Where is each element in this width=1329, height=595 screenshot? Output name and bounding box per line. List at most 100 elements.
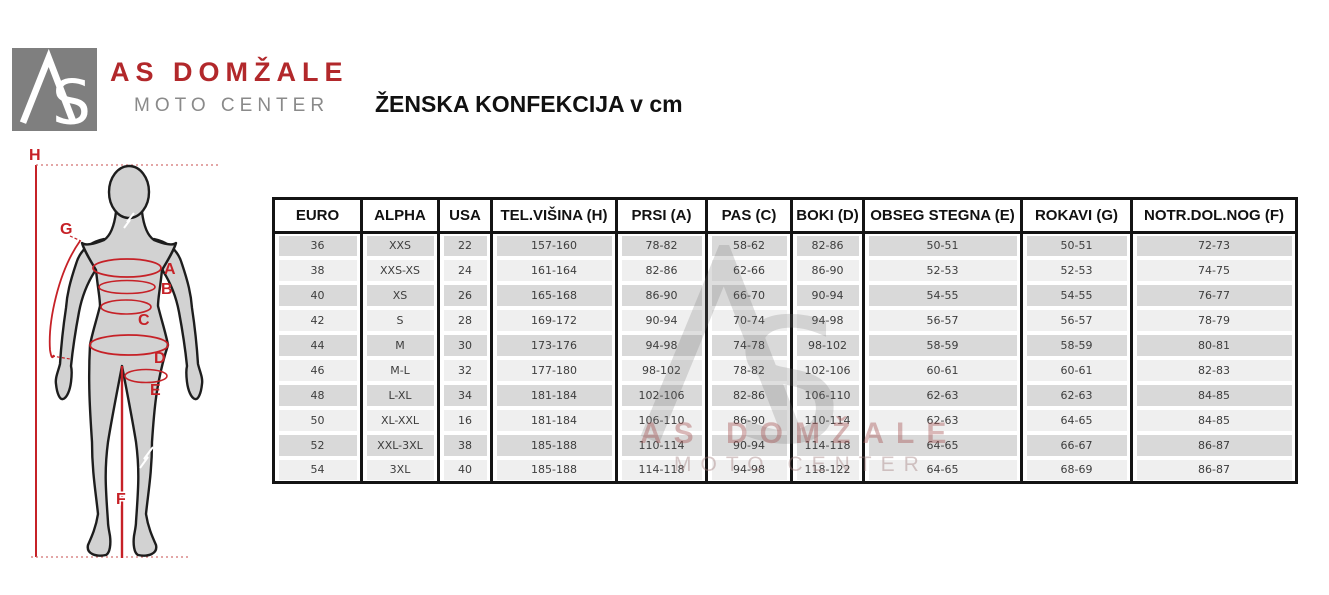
table-cell: 102-106 — [615, 382, 708, 408]
size-table-head: EURO ALPHA USA TEL.VIŠINA (H) PRSI (A) P… — [272, 197, 1298, 234]
chest-ellipse — [92, 258, 162, 278]
table-cell: 110-114 — [615, 432, 708, 458]
logo-a-shape — [19, 48, 77, 124]
table-cell: 3XL — [360, 457, 440, 483]
table-cell: 58-59 — [1020, 332, 1133, 358]
body-diagram: H G A B C D E F — [29, 147, 218, 558]
table-cell: 72-73 — [1130, 232, 1298, 258]
head — [107, 164, 151, 220]
table-cell: 60-61 — [862, 357, 1023, 383]
suit-logo-marks — [123, 212, 154, 469]
table-cell: 102-106 — [790, 357, 865, 383]
table-cell: 62-63 — [1020, 382, 1133, 408]
table-cell: 52-53 — [862, 257, 1023, 283]
brand-name: AS DOMŽALE — [110, 57, 349, 87]
underbust-ellipse — [98, 279, 156, 295]
table-cell: 62-66 — [705, 257, 793, 283]
table-row: 48 L-XL 34 181-184 102-106 82-86 106-110 62-63 6… — [272, 382, 1298, 408]
table-cell: 114-118 — [615, 457, 708, 483]
table-cell: 110-114 — [790, 407, 865, 433]
table-cell: 74-78 — [705, 332, 793, 358]
label-f: F — [116, 491, 126, 508]
table-cell: 64-65 — [862, 457, 1023, 483]
table-cell: 82-86 — [615, 257, 708, 283]
table-cell: XXS — [360, 232, 440, 258]
table-cell: 78-79 — [1130, 307, 1298, 333]
table-cell: XXS-XS — [360, 257, 440, 283]
table-cell: 40 — [437, 457, 493, 483]
table-cell: 44 — [272, 332, 363, 358]
table-cell: 106-110 — [615, 407, 708, 433]
table-row: 46 M-L 32 177-180 98-102 78-82 102-106 60-61 60-… — [272, 357, 1298, 383]
page-title: ŽENSKA KONFEKCIJA v cm — [375, 91, 683, 117]
table-cell: 98-102 — [790, 332, 865, 358]
table-cell: XL-XXL — [360, 407, 440, 433]
table-row: 54 3XL 40 185-188 114-118 94-98 118-122 64-65 68… — [272, 457, 1298, 483]
measure-ellipses — [89, 258, 169, 384]
table-cell: XXL-3XL — [360, 432, 440, 458]
sleeve-curve — [48, 240, 81, 359]
table-cell: 90-94 — [790, 282, 865, 308]
table-row: 50 XL-XXL 16 181-184 106-110 86-90 110-114 62-6… — [272, 407, 1298, 433]
table-cell: 30 — [437, 332, 493, 358]
table-cell: 82-86 — [705, 382, 793, 408]
table-cell: 86-87 — [1130, 432, 1298, 458]
table-cell: 36 — [272, 232, 363, 258]
table-cell: 52 — [272, 432, 363, 458]
table-cell: XS — [360, 282, 440, 308]
table-cell: 157-160 — [490, 232, 618, 258]
logo-s-glyph: S — [52, 68, 91, 131]
table-cell: 52-53 — [1020, 257, 1133, 283]
table-cell: 60-61 — [1020, 357, 1133, 383]
chest-logo-mark — [123, 212, 135, 229]
table-cell: 84-85 — [1130, 382, 1298, 408]
table-cell: 62-63 — [862, 407, 1023, 433]
table-cell: 84-85 — [1130, 407, 1298, 433]
col-waist: PAS (C) — [705, 197, 793, 234]
table-cell: 82-86 — [790, 232, 865, 258]
table-cell: 106-110 — [790, 382, 865, 408]
thigh-ellipse — [124, 368, 168, 384]
col-chest: PRSI (A) — [615, 197, 708, 234]
label-g: G — [60, 221, 72, 238]
table-cell: 76-77 — [1130, 282, 1298, 308]
table-cell: 54-55 — [862, 282, 1023, 308]
size-table-body: 36 XXS 22 157-160 78-82 58-62 82-86 50-51 50-51 7… — [272, 232, 1298, 483]
table-cell: 62-63 — [862, 382, 1023, 408]
right-arm — [152, 237, 204, 401]
table-cell: 86-90 — [615, 282, 708, 308]
table-cell: 66-67 — [1020, 432, 1133, 458]
hips-ellipse — [89, 334, 169, 356]
as-monogram-icon: S — [19, 48, 91, 139]
table-cell: 56-57 — [862, 307, 1023, 333]
col-height: TEL.VIŠINA (H) — [490, 197, 618, 234]
table-cell: 80-81 — [1130, 332, 1298, 358]
table-cell: 98-102 — [615, 357, 708, 383]
table-cell: 50 — [272, 407, 363, 433]
sleeve-bottom-dash — [51, 355, 71, 360]
table-cell: 86-90 — [705, 407, 793, 433]
col-alpha: ALPHA — [360, 197, 440, 234]
table-cell: 94-98 — [705, 457, 793, 483]
table-cell: 185-188 — [490, 432, 618, 458]
brand-logo: S — [12, 48, 97, 139]
table-cell: 38 — [437, 432, 493, 458]
table-cell: 185-188 — [490, 457, 618, 483]
table-cell: 48 — [272, 382, 363, 408]
size-table-wrap: EURO ALPHA USA TEL.VIŠINA (H) PRSI (A) P… — [272, 197, 1298, 484]
table-cell: 74-75 — [1130, 257, 1298, 283]
table-cell: 78-82 — [705, 357, 793, 383]
table-cell: 38 — [272, 257, 363, 283]
table-row: 44 M 30 173-176 94-98 74-78 98-102 58-59 58-59 80… — [272, 332, 1298, 358]
table-cell: 177-180 — [490, 357, 618, 383]
table-row: 38 XXS-XS 24 161-164 82-86 62-66 86-90 52-53 52-… — [272, 257, 1298, 283]
table-cell: 161-164 — [490, 257, 618, 283]
col-usa: USA — [437, 197, 493, 234]
label-e: E — [150, 382, 161, 399]
header-row: EURO ALPHA USA TEL.VIŠINA (H) PRSI (A) P… — [272, 197, 1298, 234]
table-cell: 58-62 — [705, 232, 793, 258]
table-cell: 70-74 — [705, 307, 793, 333]
table-row: 36 XXS 22 157-160 78-82 58-62 82-86 50-51 50-51 7… — [272, 232, 1298, 258]
table-cell: M — [360, 332, 440, 358]
